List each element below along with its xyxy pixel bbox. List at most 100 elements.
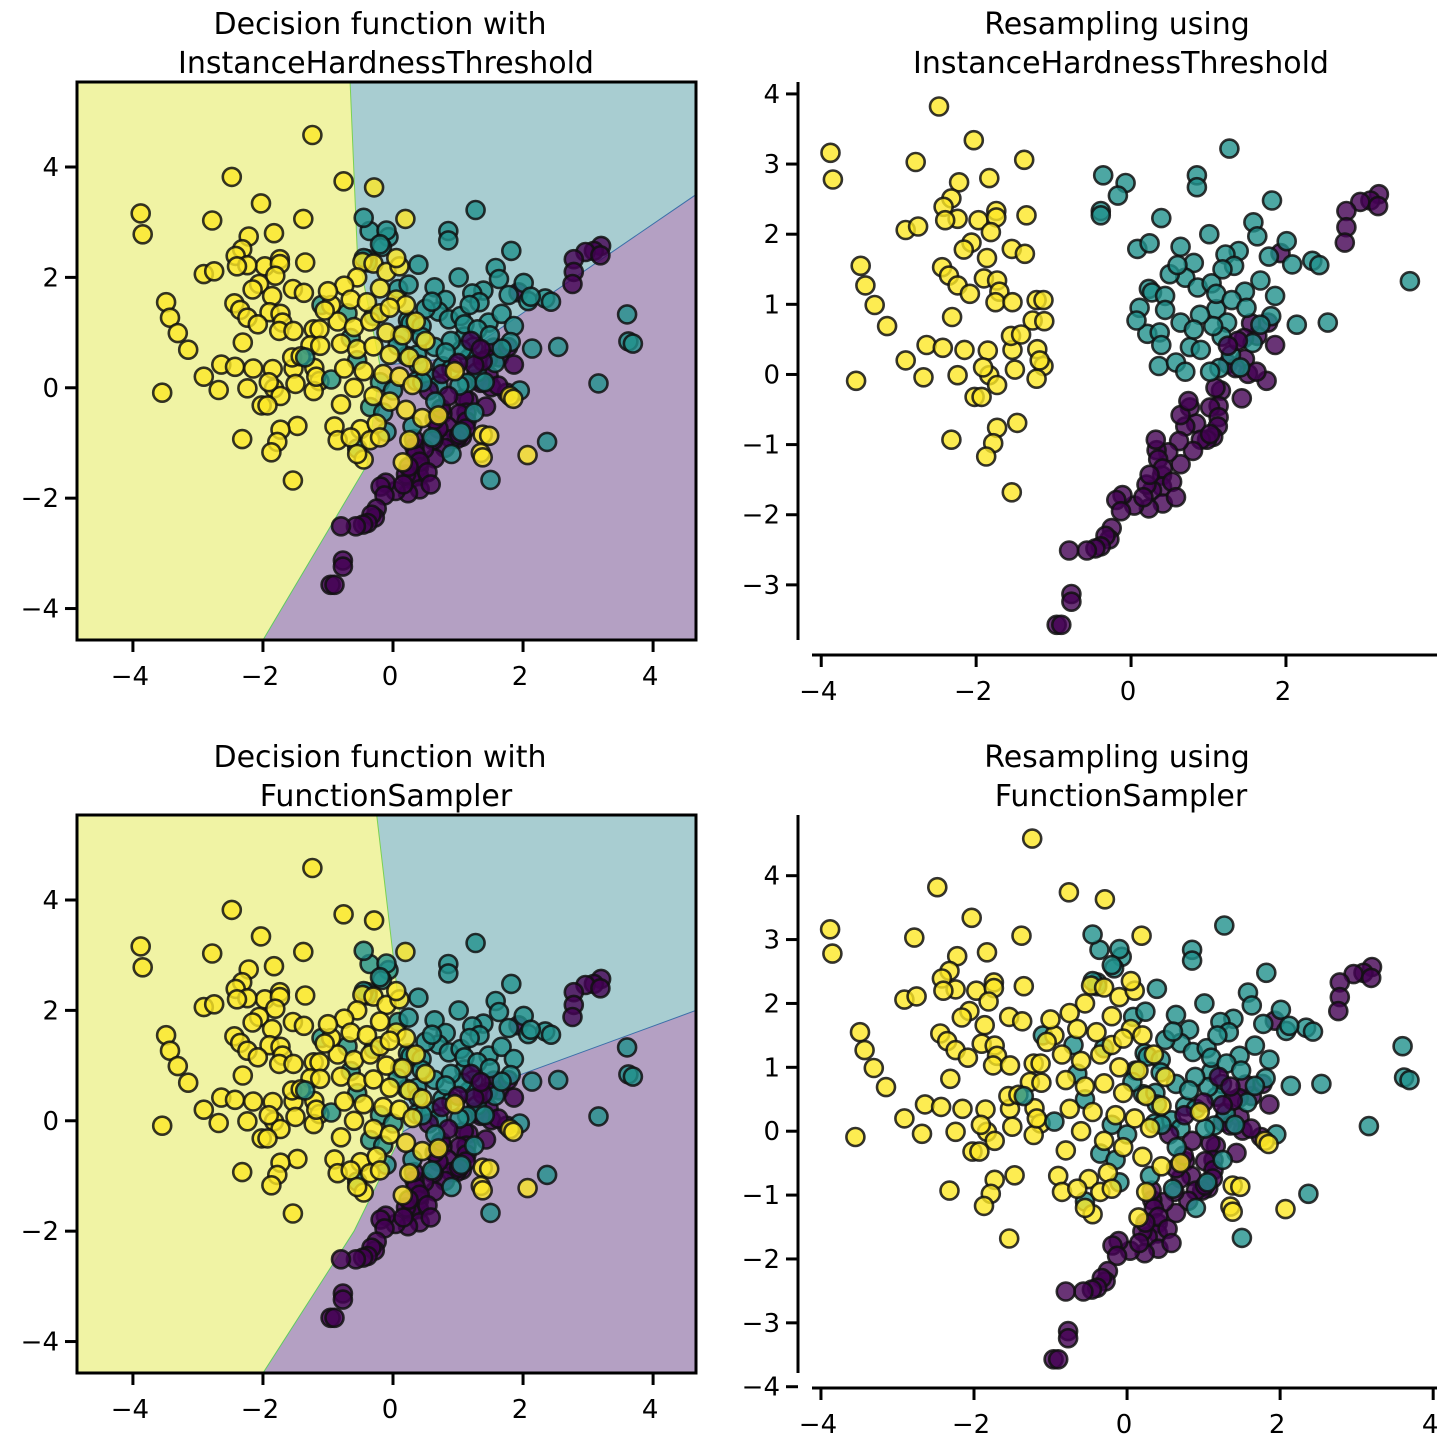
data-point-class-2	[478, 1158, 500, 1180]
data-point-class-1	[1044, 1111, 1065, 1132]
data-point-class-2	[398, 1162, 420, 1184]
data-point-class-2	[385, 247, 407, 269]
data-point-class-2	[1004, 359, 1026, 380]
data-point-class-1	[1151, 334, 1172, 356]
data-point-class-2	[231, 1161, 253, 1183]
data-point-class-2	[961, 907, 983, 929]
data-point-class-2	[1036, 1031, 1057, 1053]
y-tick-label: −2	[742, 1245, 780, 1275]
y-tick-label: 3	[763, 150, 780, 180]
data-point-class-0	[1076, 540, 1098, 561]
data-point-class-2	[928, 96, 950, 117]
data-point-class-1	[1392, 1035, 1413, 1057]
data-point-class-2	[472, 446, 494, 468]
data-point-class-2	[1093, 977, 1115, 998]
data-point-class-2	[226, 255, 248, 277]
data-point-class-2	[1101, 1178, 1123, 1199]
data-point-class-1	[500, 973, 522, 995]
data-point-class-1	[1139, 233, 1160, 254]
data-point-class-2	[232, 332, 254, 353]
data-point-class-2	[517, 1177, 538, 1199]
data-point-class-2	[978, 167, 1000, 189]
data-point-class-2	[428, 405, 449, 426]
panel-decision-iht: Decision function with InstanceHardnessT…	[21, 7, 698, 692]
data-point-class-2	[237, 1111, 258, 1132]
data-point-class-1	[1250, 270, 1271, 291]
data-point-class-2	[1055, 1069, 1077, 1091]
data-point-class-2	[952, 1098, 973, 1120]
data-point-class-1	[1194, 993, 1215, 1014]
data-point-class-2	[1112, 1136, 1134, 1158]
data-point-class-2	[985, 291, 1006, 313]
data-point-class-2	[250, 193, 272, 214]
x-tick-label: −4	[111, 662, 149, 692]
data-point-class-1	[1230, 357, 1251, 378]
data-point-class-1	[622, 333, 644, 354]
x-tick-label: −4	[799, 1410, 837, 1440]
data-point-class-2	[948, 172, 970, 193]
data-point-class-1	[448, 267, 470, 288]
x-axis: −4 −2 0 2	[799, 655, 1291, 707]
data-point-class-2	[875, 1076, 897, 1098]
x-tick-label: −4	[111, 1395, 149, 1425]
data-point-class-2	[193, 366, 215, 388]
data-point-class-1	[1151, 207, 1172, 229]
data-point-class-2	[1067, 1178, 1088, 1199]
panel-title-line-1: Decision function with	[214, 7, 547, 42]
data-point-class-2	[903, 927, 925, 948]
y-axis: −4 −2 0 2 4	[21, 886, 77, 1358]
data-point-class-1	[1212, 258, 1233, 280]
data-point-class-2	[1011, 1010, 1033, 1032]
data-point-class-2	[285, 373, 306, 395]
data-point-class-1	[1146, 978, 1168, 1000]
data-point-class-2	[363, 1069, 384, 1090]
data-point-class-2	[926, 876, 948, 898]
axes-frame	[796, 815, 1437, 1390]
data-point-class-1	[1244, 1075, 1266, 1097]
data-point-class-2	[405, 1044, 427, 1065]
data-point-class-1	[1212, 1149, 1233, 1171]
data-point-class-0	[1199, 423, 1221, 445]
data-point-class-1	[1261, 190, 1283, 211]
data-point-class-2	[356, 291, 378, 313]
data-point-class-2	[340, 427, 362, 448]
data-point-class-2	[911, 1123, 933, 1145]
data-point-class-2	[977, 340, 999, 361]
data-point-class-1	[1250, 314, 1271, 336]
data-point-class-2	[264, 265, 286, 287]
data-point-class-1	[421, 1024, 443, 1045]
data-point-class-2	[976, 247, 998, 269]
data-point-class-1	[616, 304, 638, 325]
data-point-class-1	[1270, 999, 1292, 1021]
data-point-class-2	[1086, 1021, 1107, 1043]
panel-title-line-1: Decision function with	[214, 740, 547, 775]
data-point-class-2	[1132, 1025, 1153, 1046]
data-point-class-0	[503, 1087, 525, 1108]
data-point-class-1	[1197, 1172, 1218, 1193]
y-tick-label: 2	[763, 220, 780, 250]
data-point-class-2	[226, 988, 248, 1010]
data-point-class-2	[855, 275, 876, 296]
data-point-class-2	[398, 429, 420, 451]
data-point-class-2	[1029, 350, 1050, 371]
y-tick-label: 2	[42, 263, 59, 293]
data-point-class-2	[258, 1104, 280, 1126]
y-tick-label: 4	[42, 153, 59, 183]
data-point-class-2	[346, 443, 368, 465]
data-point-class-0	[470, 338, 492, 360]
data-point-class-1	[1181, 950, 1203, 971]
panel-resampled-fs: Resampling using FunctionSampler −4 −2 0 2 4…	[742, 740, 1439, 1440]
data-point-class-2	[845, 1126, 866, 1148]
data-point-class-0	[1259, 1094, 1280, 1115]
y-tick-label: −1	[742, 431, 780, 461]
data-point-class-2	[208, 379, 229, 401]
data-point-class-2	[130, 203, 151, 224]
panel-resampled-iht: Resampling using InstanceHardnessThresho…	[742, 7, 1437, 707]
data-point-class-1	[1399, 270, 1421, 292]
data-point-class-2	[392, 324, 414, 346]
data-point-class-2	[822, 169, 844, 190]
data-point-class-2	[1010, 324, 1032, 345]
data-point-class-2	[971, 386, 992, 408]
x-tick-label: 4	[642, 662, 659, 692]
